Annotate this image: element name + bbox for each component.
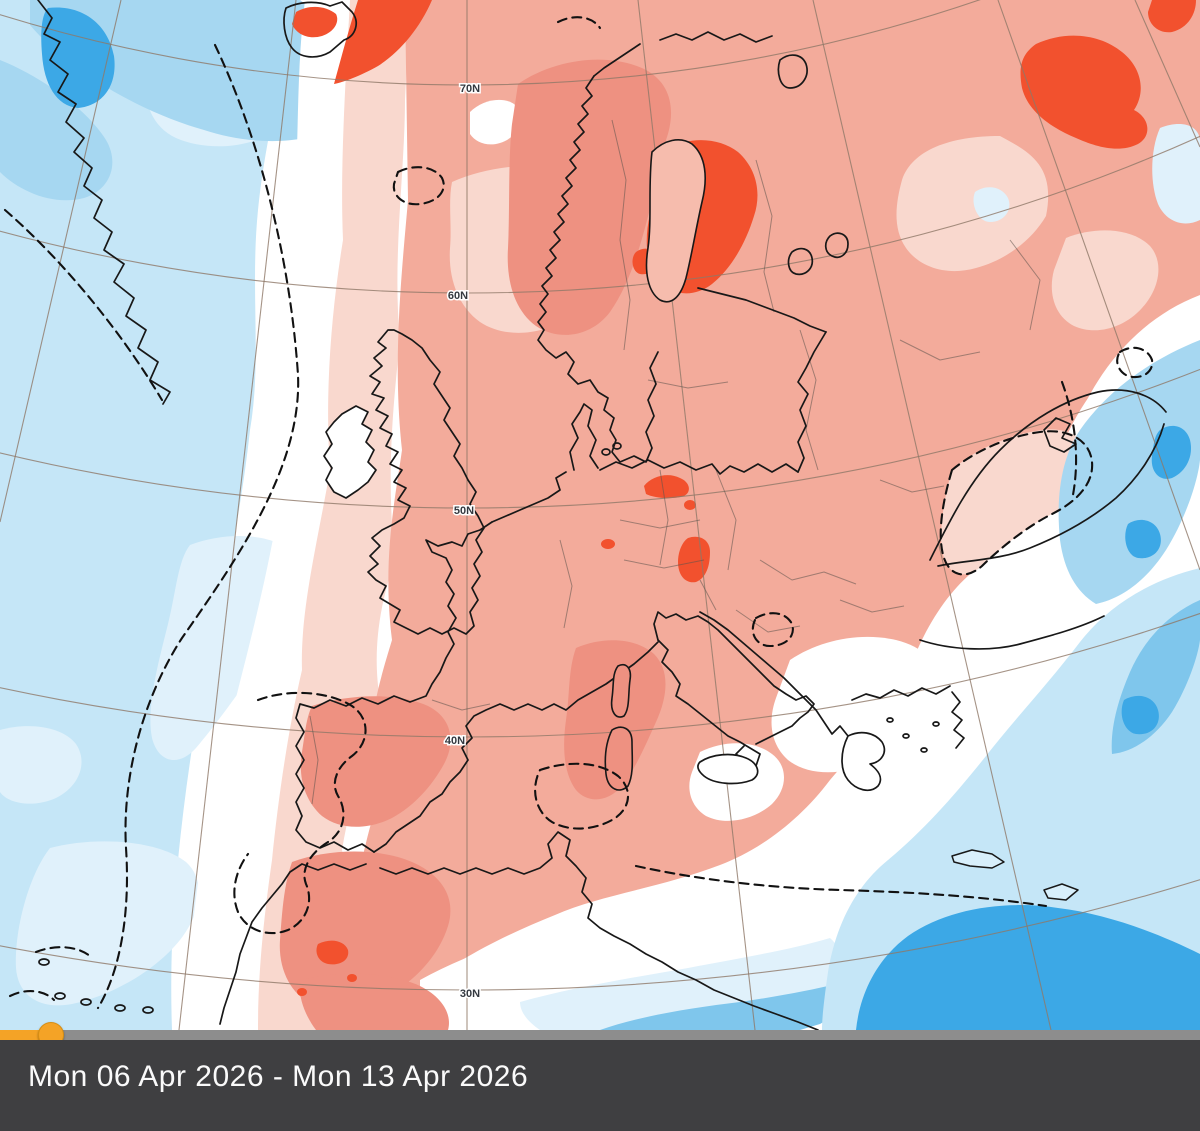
anomaly-fill-layer — [0, 0, 1200, 1030]
latitude-labels: 70N 60N 50N 40N 30N — [443, 82, 481, 1002]
sardinia — [604, 726, 634, 791]
sicily — [697, 753, 759, 785]
map-canvas: 70N 60N 50N 40N 30N — [0, 0, 1200, 1030]
south-med-deep-cold — [856, 905, 1200, 1030]
crete — [951, 849, 1005, 869]
country-border-layer — [309, 119, 1041, 805]
cyprus — [1043, 883, 1079, 901]
france-iberia-coast — [295, 521, 493, 853]
coastline-layer — [37, 0, 1167, 1030]
black-sea-warm-blob — [941, 429, 1093, 575]
greenland-deep-cold — [41, 7, 115, 109]
latitude-label: 30N — [460, 988, 480, 1000]
anomaly-map-svg: 70N 60N 50N 40N 30N — [0, 0, 1200, 1030]
peloponnese — [841, 731, 886, 792]
latitude-label: 60N — [448, 290, 468, 302]
great-britain-coast — [367, 329, 485, 635]
balkan-coast — [699, 611, 849, 737]
corsica — [610, 664, 632, 718]
crimea — [1043, 417, 1077, 453]
greenland-sea-cold — [30, 0, 352, 142]
latitude-label: 50N — [454, 505, 474, 517]
latitude-label: 40N — [445, 735, 465, 747]
east-med-cold-region — [822, 568, 1200, 1030]
contour-layer — [3, 16, 1154, 1010]
gulf-of-bothnia — [645, 139, 706, 303]
norway-coast — [537, 75, 659, 463]
atlantic-zero-contour — [96, 43, 300, 1010]
date-range-label: Mon 06 Apr 2026 - Mon 13 Apr 2026 — [28, 1060, 529, 1093]
timeline-slider-fill — [0, 1030, 52, 1040]
greenland-coast — [37, 0, 171, 405]
latitude-label: 70N — [460, 83, 480, 95]
central-europe-hotspot — [678, 536, 710, 583]
iceland-hotspot — [334, 0, 432, 84]
timeline-slider-track[interactable] — [0, 1022, 1200, 1048]
footer-bar: Mon 06 Apr 2026 - Mon 13 Apr 2026 — [0, 1040, 1200, 1131]
black-sea-coast — [929, 389, 1167, 561]
ireland-coast — [323, 405, 377, 499]
north-africa-coast — [219, 863, 367, 1025]
iceland-coast — [283, 1, 357, 58]
denmark-coast — [569, 403, 599, 471]
nw-russia-hotspot — [1020, 35, 1148, 149]
black-sea-contour — [939, 430, 1094, 576]
